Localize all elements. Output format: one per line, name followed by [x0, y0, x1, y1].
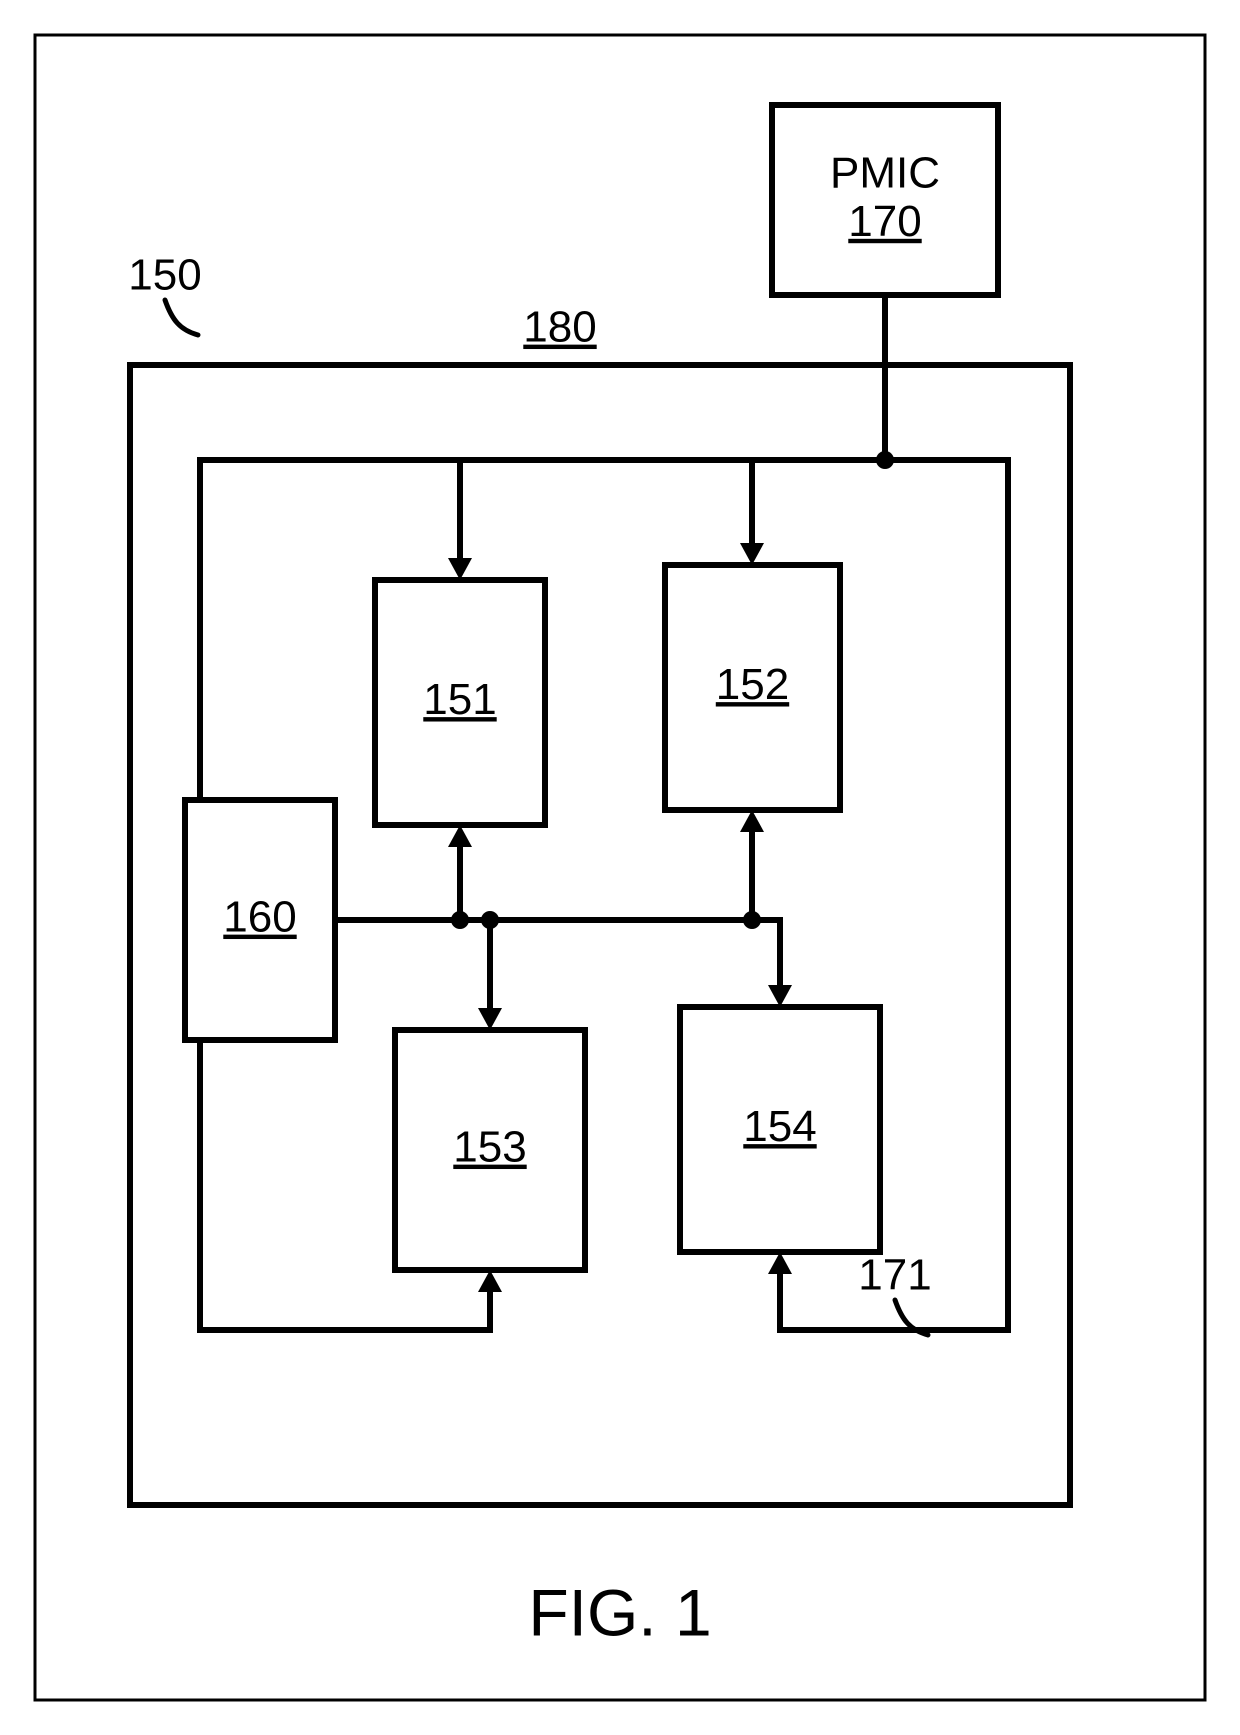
node-n160-label: 160	[223, 893, 296, 942]
junction-jL	[451, 911, 469, 929]
node-pmic-label-lower: 170	[848, 197, 921, 246]
node-n153-label: 153	[453, 1123, 526, 1172]
junction-jR	[743, 911, 761, 929]
node-n151-label: 151	[423, 675, 496, 724]
free-label-180: 180	[523, 303, 596, 352]
leader-curve	[165, 300, 198, 335]
free-label-150: 150	[128, 251, 201, 300]
free-label-171: 171	[858, 1251, 931, 1300]
diagram-canvas: PMIC170 160 151 152 153 154 150 180 171 FIG. 1	[0, 0, 1240, 1735]
junction-jtop	[876, 451, 894, 469]
figure-label: FIG. 1	[528, 1575, 711, 1649]
node-n154-label: 154	[743, 1102, 816, 1151]
node-n152-label: 152	[716, 660, 789, 709]
junction-jLa	[481, 911, 499, 929]
node-pmic-label-upper: PMIC	[830, 148, 940, 197]
